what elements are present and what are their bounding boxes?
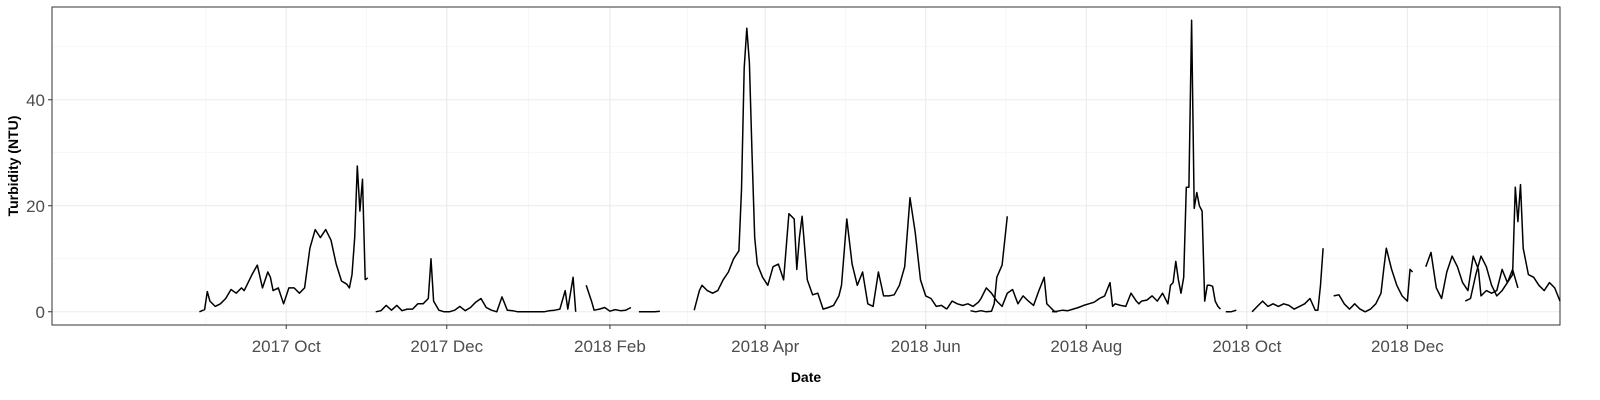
series-line-segment	[375, 258, 577, 313]
x-tick-label: 2018 Jun	[891, 337, 961, 356]
series-line-segment	[970, 216, 1009, 313]
x-tick-label: 2018 Feb	[574, 337, 646, 356]
series-line-segment	[1333, 247, 1414, 313]
x-tick-label: 2018 Oct	[1212, 337, 1281, 356]
series-line-segment	[693, 27, 948, 311]
x-axis-title: Date	[791, 369, 822, 385]
series-line-segment	[946, 276, 1058, 313]
x-tick-label: 2018 Apr	[731, 337, 799, 356]
y-tick-label: 40	[26, 91, 45, 110]
series-line-segment	[1464, 183, 1561, 302]
series-line-segment	[1251, 248, 1324, 313]
plot-panel-border	[51, 6, 1561, 326]
y-tick-label: 20	[26, 197, 45, 216]
x-tick-label: 2018 Dec	[1371, 337, 1444, 356]
grid	[52, 7, 1560, 325]
series-line-segment	[1052, 19, 1222, 313]
y-axis: 0 20 40	[26, 91, 52, 322]
x-tick-label: 2018 Aug	[1050, 337, 1122, 356]
series-line-segment	[1225, 309, 1237, 313]
y-axis-title: Turbidity (NTU)	[5, 116, 21, 217]
series-line-segment	[199, 165, 366, 313]
series-lines	[199, 19, 1561, 313]
x-tick-label: 2017 Oct	[252, 337, 321, 356]
series-line-segment	[1425, 251, 1519, 300]
x-tick-label: 2017 Dec	[410, 337, 483, 356]
x-axis: 2017 Oct 2017 Dec 2018 Feb 2018 Apr 2018 Jun…	[252, 325, 1444, 356]
series-line-segment	[638, 310, 660, 313]
series-line-segment	[364, 277, 369, 281]
series-line-segment	[585, 285, 632, 312]
y-tick-label: 0	[36, 303, 45, 322]
